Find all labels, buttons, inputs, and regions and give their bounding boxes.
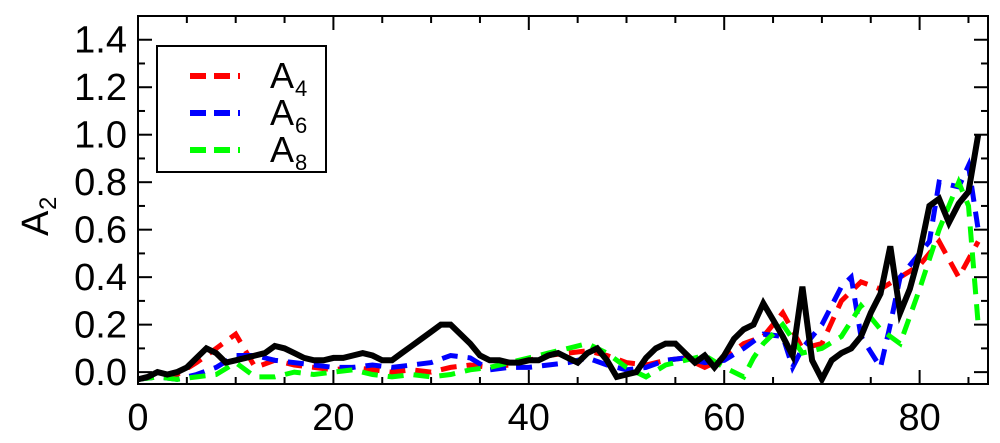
ticks-layer: 0 20 40 60 80 0.0 0.2 0.4 0.6 0.8 1.0 1.2 1.4 — [74, 15, 988, 439]
plot-frame — [137, 15, 989, 385]
y-axis-label-text: A — [15, 210, 57, 236]
y-tick-label: 1.0 — [74, 115, 127, 157]
x-tick-label: 60 — [703, 397, 745, 439]
y-tick-label: 0.8 — [74, 162, 127, 204]
legend-label: A — [270, 92, 294, 133]
y-tick-label: 0.6 — [74, 210, 127, 252]
legend-box — [156, 45, 327, 173]
y-tick-label: 1.4 — [74, 20, 127, 62]
y-axis-label-subscript: 2 — [35, 197, 62, 210]
legend-label-subscript: 6 — [295, 113, 307, 138]
legend-label: A — [270, 129, 294, 170]
y-tick-label: 1.2 — [74, 67, 127, 109]
x-tick-label: 80 — [898, 397, 940, 439]
x-tick-label: 20 — [312, 397, 354, 439]
legend-label-subscript: 4 — [295, 76, 307, 101]
legend-label: A — [270, 55, 294, 96]
x-tick-label: 40 — [508, 397, 550, 439]
y-axis-label: A 2 — [15, 197, 62, 236]
legend: A 4A 6A 8 — [156, 45, 327, 175]
x-tick-label: 0 — [127, 397, 148, 439]
y-tick-label: 0.2 — [74, 305, 127, 347]
legend-label-subscript: 8 — [295, 150, 307, 175]
series-line-0 — [138, 134, 982, 384]
series-layer — [138, 134, 982, 384]
y-tick-label: 0.4 — [74, 257, 127, 299]
y-tick-label: 0.0 — [74, 352, 127, 394]
series-line-3 — [138, 175, 981, 382]
